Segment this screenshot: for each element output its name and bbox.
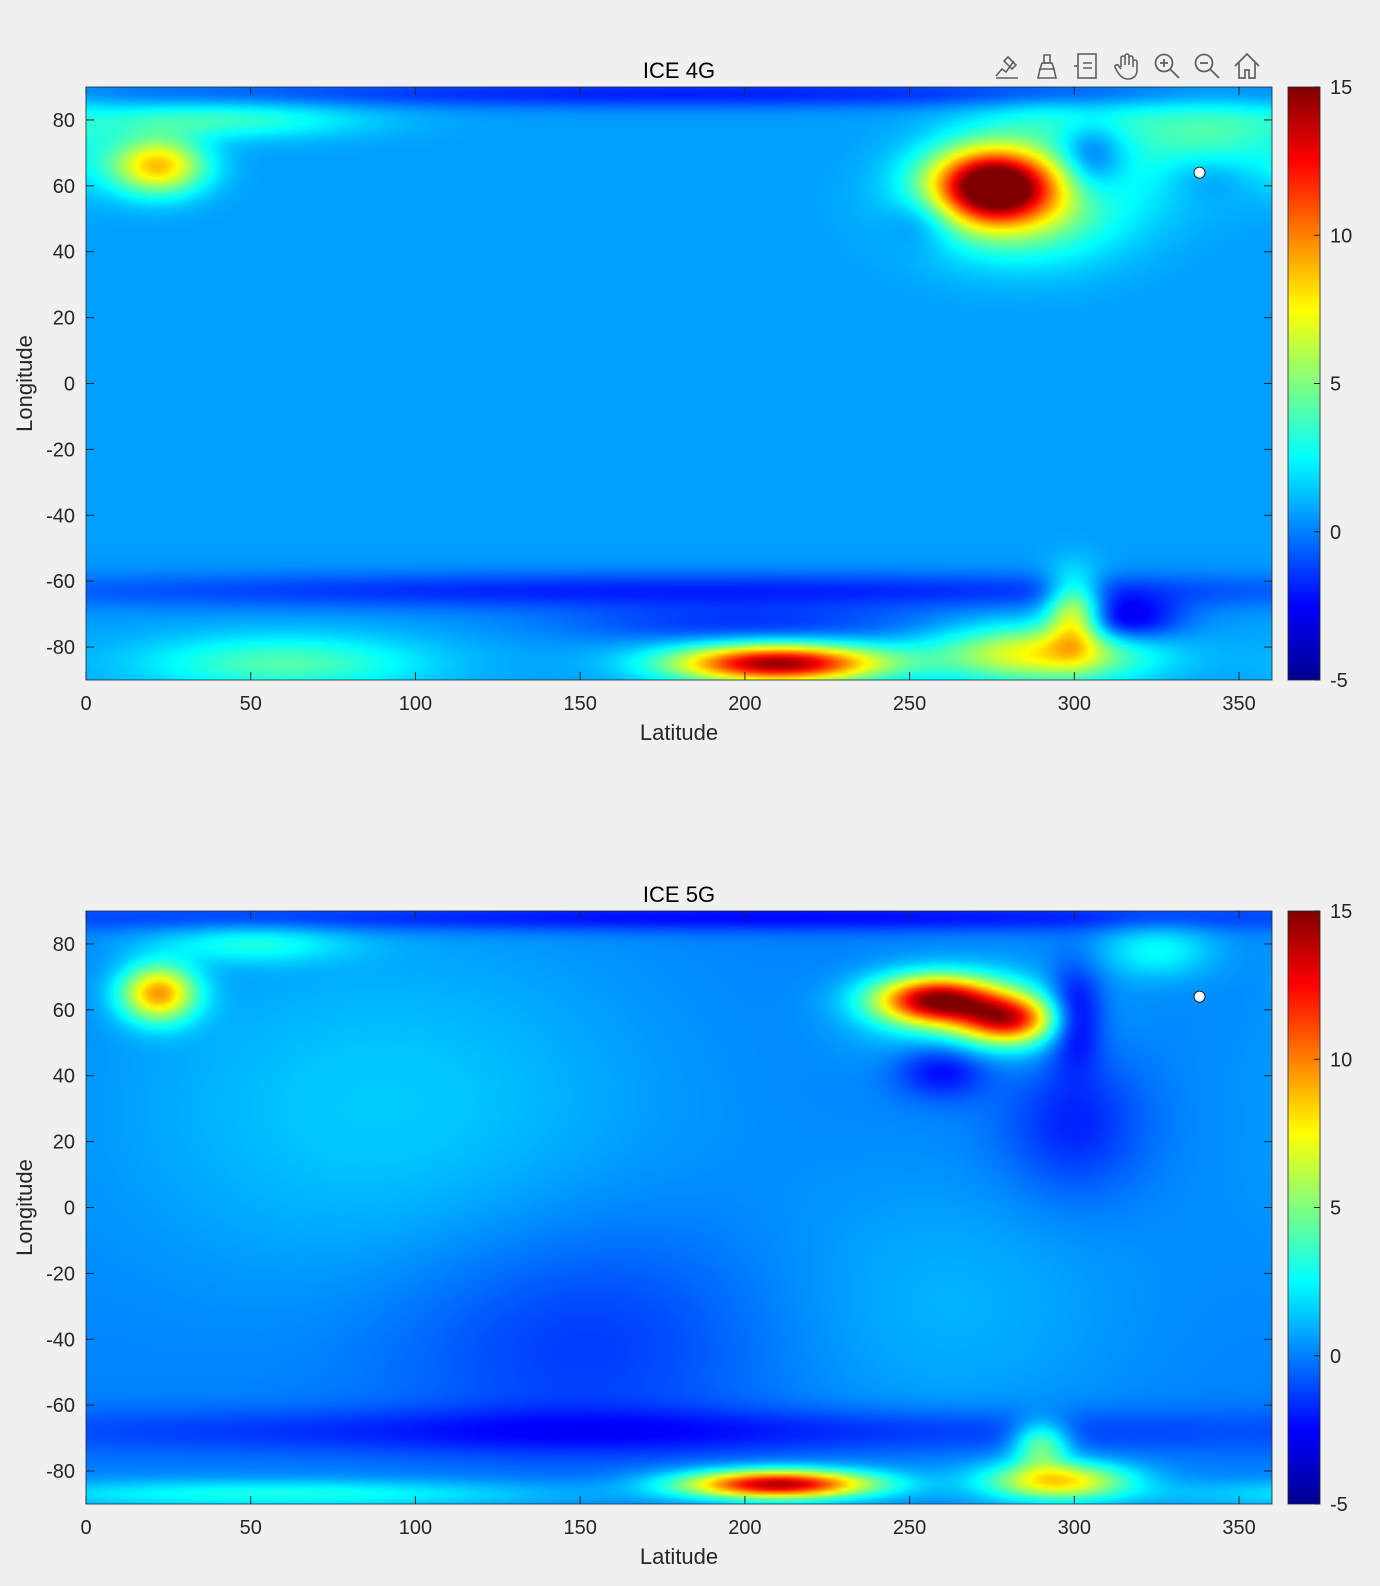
figure-toolbar	[990, 46, 1264, 86]
colorbar-tick-label: 0	[1330, 522, 1341, 544]
y-tick-label: -20	[46, 1263, 75, 1285]
home-icon[interactable]	[1230, 49, 1264, 83]
y-axis-label: Longitude	[12, 335, 37, 432]
x-tick-label: 300	[1058, 693, 1091, 715]
colorbar-tick-label: -5	[1330, 670, 1348, 692]
colorbar-tick-label: 15	[1330, 77, 1352, 99]
colorbar-tick-label: 5	[1330, 374, 1341, 396]
y-tick-label: -40	[46, 505, 75, 527]
x-axis-label: Latitude	[640, 720, 718, 745]
chart-title: ICE 5G	[643, 882, 715, 907]
zoom-in-icon[interactable]	[1150, 49, 1184, 83]
chart-title: ICE 4G	[643, 58, 715, 83]
x-tick-label: 200	[728, 1517, 761, 1539]
y-tick-label: 0	[64, 374, 75, 396]
y-tick-label: -40	[46, 1329, 75, 1351]
heatmap-image	[86, 87, 1272, 680]
colorbar-tick-label: 10	[1330, 225, 1352, 247]
y-tick-label: -20	[46, 439, 75, 461]
x-tick-label: 150	[563, 693, 596, 715]
x-tick-label: 300	[1058, 1517, 1091, 1539]
y-tick-label: 80	[53, 110, 75, 132]
x-tick-label: 50	[240, 1517, 262, 1539]
y-tick-label: -60	[46, 571, 75, 593]
colorbar-tick-label: 0	[1330, 1346, 1341, 1368]
y-axis-label: Longitude	[12, 1159, 37, 1256]
x-tick-label: 100	[399, 1517, 432, 1539]
y-tick-label: -60	[46, 1395, 75, 1417]
x-tick-label: 0	[80, 1517, 91, 1539]
y-tick-label: 60	[53, 176, 75, 198]
data-tips-icon[interactable]	[990, 49, 1024, 83]
x-tick-label: 350	[1222, 693, 1255, 715]
y-tick-label: 20	[53, 1132, 75, 1154]
brush-icon[interactable]	[1030, 49, 1064, 83]
y-tick-label: -80	[46, 1461, 75, 1483]
y-tick-label: 40	[53, 1066, 75, 1088]
x-tick-label: 50	[240, 693, 262, 715]
heatmap-image	[86, 911, 1272, 1504]
x-tick-label: 100	[399, 693, 432, 715]
x-tick-label: 150	[563, 1517, 596, 1539]
chart-panel-2: ICE 5G0 50 100 150 200 250 300 350806040200-20-…	[12, 882, 1352, 1569]
data-cursor-icon[interactable]	[1070, 49, 1104, 83]
y-tick-label: 60	[53, 1000, 75, 1022]
y-tick-label: 80	[53, 934, 75, 956]
location-marker	[1193, 166, 1206, 179]
pan-hand-icon[interactable]	[1110, 49, 1144, 83]
location-marker	[1193, 990, 1206, 1003]
y-tick-label: 40	[53, 242, 75, 264]
colorbar-tick-label: 5	[1330, 1198, 1341, 1220]
colorbar-tick-label: 15	[1330, 901, 1352, 923]
x-tick-label: 200	[728, 693, 761, 715]
x-tick-label: 0	[80, 693, 91, 715]
zoom-out-icon[interactable]	[1190, 49, 1224, 83]
chart-panel-1: ICE 4G0 50 100 150 200 250 300 350806040200-20-…	[12, 58, 1352, 745]
y-tick-label: 0	[64, 1198, 75, 1220]
colorbar-tick-label: -5	[1330, 1494, 1348, 1516]
x-tick-label: 350	[1222, 1517, 1255, 1539]
x-tick-label: 250	[893, 693, 926, 715]
x-axis-label: Latitude	[640, 1544, 718, 1569]
y-tick-label: -80	[46, 637, 75, 659]
colorbar-tick-label: 10	[1330, 1049, 1352, 1071]
y-tick-label: 20	[53, 308, 75, 330]
x-tick-label: 250	[893, 1517, 926, 1539]
